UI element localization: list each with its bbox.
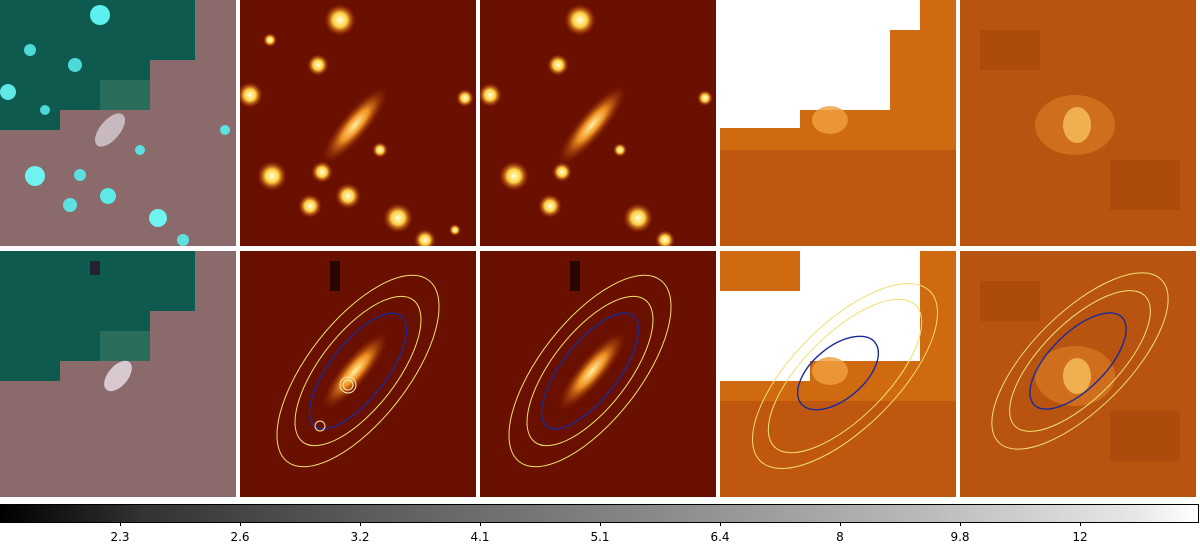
colorbar — [0, 504, 1199, 523]
panel-band3-top — [480, 0, 716, 246]
panel-band4-top — [720, 0, 956, 246]
colorbar-tick-label: 5.1 — [590, 530, 610, 544]
panel-band3-bottom — [480, 251, 716, 497]
colorbar-tickmark — [840, 522, 841, 526]
contour-outer — [276, 274, 440, 468]
colorbar-tickmark — [120, 522, 121, 526]
colorbar-tick-label: 3.2 — [350, 530, 370, 544]
colorbar-tickmark — [600, 522, 601, 526]
panel-rgb-top — [0, 0, 236, 246]
panel-band2-bottom — [240, 251, 476, 497]
panel-band5-top — [960, 0, 1196, 246]
panel-band5-bottom — [960, 251, 1196, 497]
colorbar-tick-label: 2.3 — [110, 530, 130, 544]
colorbar-tickmark — [360, 522, 361, 526]
colorbar-tickmark — [1080, 522, 1081, 526]
colorbar-tickmark — [720, 522, 721, 526]
colorbar-tickmark — [240, 522, 241, 526]
colorbar-tick-label: 12 — [1072, 530, 1088, 544]
colorbar-tickmark — [960, 522, 961, 526]
colorbar-tick-label: 2.6 — [230, 530, 250, 544]
panel-band2-top — [240, 0, 476, 246]
colorbar-tick-label: 8 — [836, 530, 844, 544]
panel-band4-bottom — [720, 251, 956, 497]
colorbar-tickmark — [480, 522, 481, 526]
panel-rgb-bottom — [0, 251, 236, 497]
colorbar-tick-label: 6.4 — [710, 530, 730, 544]
colorbar-tick-label: 4.1 — [470, 530, 490, 544]
colorbar-tick-label: 9.8 — [950, 530, 970, 544]
